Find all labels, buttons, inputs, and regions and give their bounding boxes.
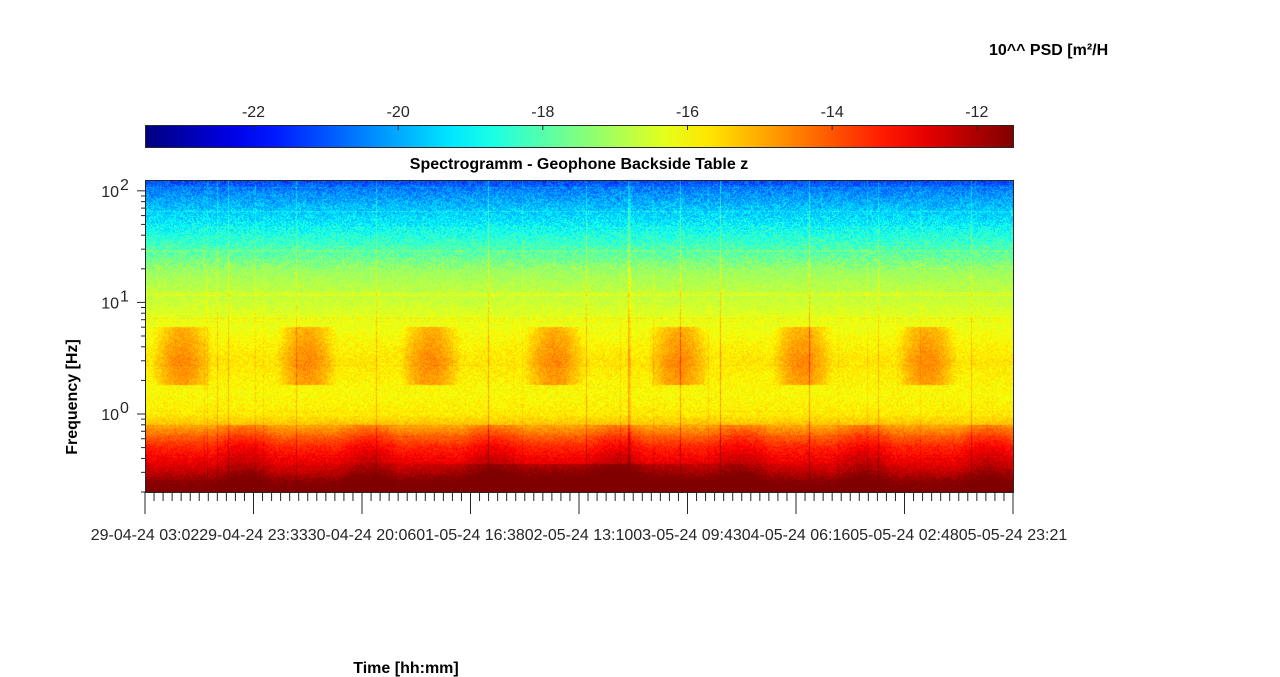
x-axis-label: Time [hh:mm]	[353, 660, 458, 677]
colorbar: -22 -20 -18 -16 -14 -12	[145, 104, 1014, 148]
x-tick-label: 05-05-24 02:48	[850, 527, 959, 544]
x-tick-label: 02-05-24 13:10	[525, 527, 634, 544]
colorbar-tick-label: -22	[242, 104, 265, 121]
y-tick-exponent: 1	[120, 288, 129, 305]
colorbar-tick-label: -18	[531, 104, 554, 121]
y-axis-ticks	[137, 190, 145, 493]
x-tick-label: 05-05-24 23:21	[959, 527, 1068, 544]
plot-area	[145, 180, 1014, 493]
y-tick-label: 10	[101, 407, 119, 424]
x-axis-tick-labels: 29-04-24 03:02 29-04-24 23:33 30-04-24 20:…	[91, 527, 1068, 544]
colorbar-tick-label: -20	[387, 104, 410, 121]
colorbar-tick-label: -16	[676, 104, 699, 121]
chart-title: Spectrogramm - Geophone Backside Table z	[410, 156, 748, 173]
x-tick-label: 29-04-24 23:33	[199, 527, 308, 544]
y-tick-exponent: 0	[120, 400, 129, 417]
y-tick-exponent: 2	[120, 177, 129, 194]
x-tick-label: 03-05-24 09:43	[633, 527, 742, 544]
x-tick-label: 29-04-24 03:02	[91, 527, 200, 544]
spectrogram-heatmap	[145, 180, 1013, 492]
x-axis-ticks	[144, 492, 1014, 514]
y-tick-label: 10	[101, 184, 119, 201]
y-axis-label: Frequency [Hz]	[64, 339, 81, 455]
colorbar-tick-label: -12	[965, 104, 988, 121]
colorbar-gradient	[145, 125, 1014, 148]
colorbar-label: 10^^ PSD [m²/H	[989, 42, 1108, 59]
y-tick-label: 10	[101, 295, 119, 312]
x-tick-label: 01-05-24 16:38	[416, 527, 525, 544]
colorbar-ticks: -22 -20 -18 -16 -14 -12	[242, 104, 988, 130]
x-tick-label: 30-04-24 20:06	[308, 527, 417, 544]
x-tick-label: 04-05-24 06:16	[742, 527, 851, 544]
colorbar-tick-label: -14	[821, 104, 844, 121]
